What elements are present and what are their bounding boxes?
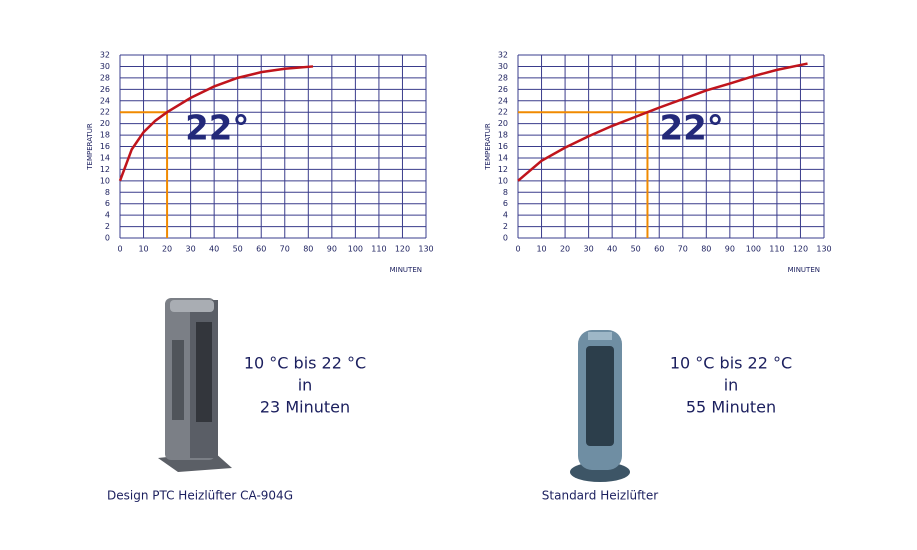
x-tick-label: 100 <box>746 245 761 254</box>
x-axis-label: MINUTEN <box>788 266 820 274</box>
x-tick-label: 40 <box>209 245 219 254</box>
y-tick-label: 0 <box>105 234 110 243</box>
y-tick-label: 30 <box>100 62 110 71</box>
x-tick-label: 20 <box>162 245 172 254</box>
product-text: 10 °C bis 22 °C <box>244 354 366 373</box>
y-tick-label: 10 <box>100 176 110 185</box>
product-caption: Design PTC Heizlüfter CA-904G <box>107 489 293 503</box>
y-axis-label: TEMPERATUR <box>86 123 94 171</box>
x-tick-label: 80 <box>303 245 313 254</box>
x-tick-label: 0 <box>515 245 520 254</box>
y-tick-label: 14 <box>100 153 110 162</box>
y-tick-label: 8 <box>105 188 110 197</box>
y-tick-label: 12 <box>498 165 508 174</box>
x-tick-label: 70 <box>678 245 688 254</box>
x-tick-label: 80 <box>701 245 711 254</box>
x-axis-label: MINUTEN <box>390 266 422 274</box>
y-tick-label: 0 <box>503 234 508 243</box>
y-tick-label: 2 <box>105 222 110 231</box>
y-tick-label: 24 <box>100 96 110 105</box>
product-caption: Standard Heizlüfter <box>542 489 658 503</box>
x-tick-label: 120 <box>395 245 410 254</box>
product-text: 23 Minuten <box>260 398 350 417</box>
x-tick-label: 50 <box>631 245 641 254</box>
annotation: 22° <box>185 109 249 149</box>
y-tick-label: 16 <box>100 142 110 151</box>
y-tick-label: 18 <box>498 131 508 140</box>
y-tick-label: 14 <box>498 153 508 162</box>
y-tick-label: 10 <box>498 176 508 185</box>
y-tick-label: 28 <box>498 73 508 82</box>
tower-heater <box>158 298 232 472</box>
x-tick-label: 110 <box>371 245 386 254</box>
product-text: in <box>724 376 739 395</box>
y-tick-label: 20 <box>498 119 508 128</box>
y-tick-label: 4 <box>105 211 110 220</box>
y-tick-label: 32 <box>498 51 508 60</box>
x-tick-label: 10 <box>536 245 546 254</box>
x-tick-label: 130 <box>418 245 433 254</box>
y-tick-label: 18 <box>100 131 110 140</box>
x-tick-label: 90 <box>725 245 735 254</box>
x-tick-label: 30 <box>584 245 594 254</box>
y-tick-label: 6 <box>105 199 110 208</box>
x-tick-label: 60 <box>256 245 266 254</box>
product-text: in <box>298 376 313 395</box>
y-axis-label: TEMPERATUR <box>484 123 492 171</box>
x-tick-label: 100 <box>348 245 363 254</box>
y-tick-label: 24 <box>498 96 508 105</box>
product-text: 10 °C bis 22 °C <box>670 354 792 373</box>
y-tick-label: 26 <box>100 85 110 94</box>
y-tick-label: 22 <box>498 108 508 117</box>
y-tick-label: 16 <box>498 142 508 151</box>
product-text: 55 Minuten <box>686 398 776 417</box>
annotation: 22° <box>659 109 723 149</box>
x-tick-label: 60 <box>654 245 664 254</box>
y-tick-label: 12 <box>100 165 110 174</box>
x-tick-label: 0 <box>117 245 122 254</box>
x-tick-label: 20 <box>560 245 570 254</box>
x-tick-label: 50 <box>233 245 243 254</box>
x-tick-label: 30 <box>186 245 196 254</box>
x-tick-label: 130 <box>816 245 831 254</box>
x-tick-label: 40 <box>607 245 617 254</box>
temperature-curve <box>517 62 808 182</box>
y-tick-label: 6 <box>503 199 508 208</box>
x-tick-label: 120 <box>793 245 808 254</box>
standard-heater <box>570 330 630 482</box>
x-tick-label: 110 <box>769 245 784 254</box>
x-tick-label: 90 <box>327 245 337 254</box>
y-tick-label: 30 <box>498 62 508 71</box>
x-tick-label: 10 <box>138 245 148 254</box>
y-tick-label: 4 <box>503 211 508 220</box>
y-tick-label: 20 <box>100 119 110 128</box>
y-tick-label: 2 <box>503 222 508 231</box>
y-tick-label: 22 <box>100 108 110 117</box>
y-tick-label: 8 <box>503 188 508 197</box>
y-tick-label: 32 <box>100 51 110 60</box>
y-tick-label: 26 <box>498 85 508 94</box>
temperature-curve <box>118 65 314 182</box>
y-tick-label: 28 <box>100 73 110 82</box>
x-tick-label: 70 <box>280 245 290 254</box>
